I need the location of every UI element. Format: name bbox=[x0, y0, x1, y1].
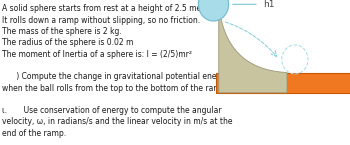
Circle shape bbox=[198, 0, 229, 21]
Text: h1: h1 bbox=[263, 0, 274, 9]
Polygon shape bbox=[219, 4, 287, 93]
Text: ) Compute the change in gravitational potential energy: ) Compute the change in gravitational po… bbox=[2, 72, 229, 81]
Text: The moment of Inertia of a sphere is: I = (2/5)mr²: The moment of Inertia of a sphere is: I … bbox=[2, 50, 192, 59]
Text: The mass of the sphere is 2 kg.: The mass of the sphere is 2 kg. bbox=[2, 27, 122, 36]
Text: It rolls down a ramp without slipping, so no friction.: It rolls down a ramp without slipping, s… bbox=[2, 16, 200, 25]
Text: ι.       Use conservation of energy to compute the angular: ι. Use conservation of energy to compute… bbox=[2, 106, 222, 115]
Text: when the ball rolls from the top to the bottom of the ramp.: when the ball rolls from the top to the … bbox=[2, 84, 228, 93]
Text: end of the ramp.: end of the ramp. bbox=[2, 129, 66, 138]
Text: velocity, ω, in radians/s and the linear velocity in m/s at the: velocity, ω, in radians/s and the linear… bbox=[2, 117, 233, 126]
Text: A solid sphere starts from rest at a height of 2.5 meters.: A solid sphere starts from rest at a hei… bbox=[2, 4, 219, 13]
Bar bbox=[216, 72, 350, 93]
Text: The radius of the sphere is 0.02 m: The radius of the sphere is 0.02 m bbox=[2, 38, 134, 47]
